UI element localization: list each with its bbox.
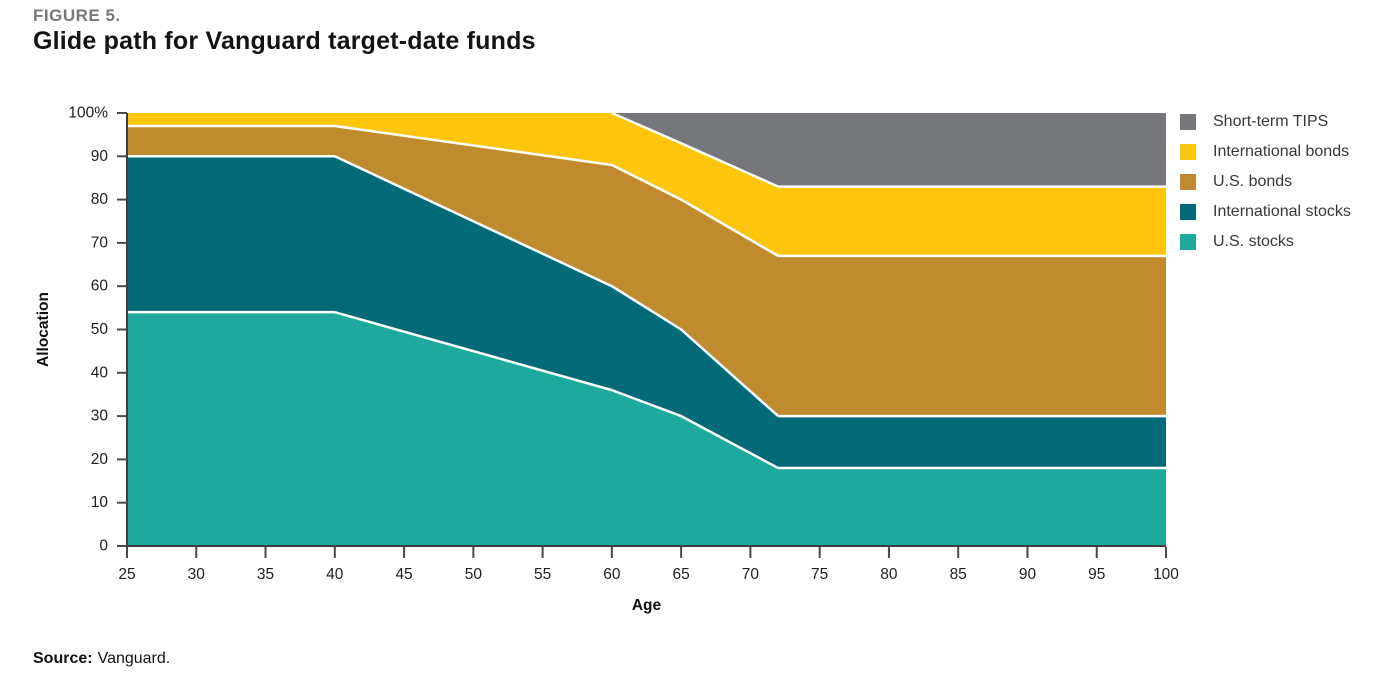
separator-line [127,124,1166,258]
source-label: Source: [33,650,93,667]
x-tick-label: 90 [1019,566,1037,583]
legend-item-us-bonds: U.S. bonds [1180,173,1351,190]
legend-label: U.S. stocks [1213,233,1294,250]
y-tick-label: 10 [91,494,109,511]
x-tick-label: 100 [1153,566,1179,583]
stacked-areas [127,113,1166,546]
source-note: Source: Vanguard. [33,650,170,668]
legend-label: U.S. bonds [1213,173,1293,190]
legend-label: Short-term TIPS [1213,113,1329,130]
chart-legend: Short-term TIPS International bonds U.S.… [1180,113,1351,264]
y-tick-label: 30 [91,408,109,425]
short-term-tips-swatch [1180,114,1196,130]
band-separators [127,112,1166,470]
separator-line [127,155,1166,418]
y-tick-label: 40 [91,364,109,381]
y-tick-label: 100% [68,105,108,122]
x-tick-label: 75 [811,566,828,583]
us-stocks-swatch [1180,234,1196,250]
x-tick-label: 30 [188,566,206,583]
x-tick-label: 80 [880,566,898,583]
x-tick-label: 50 [465,566,483,583]
international-stocks-swatch [1180,204,1196,220]
x-tick-label: 40 [326,566,344,583]
x-tick-label: 25 [118,566,135,583]
y-axis-title: Allocation [35,292,52,367]
y-tick-label: 60 [91,278,109,295]
area-u-s-bonds [127,125,1166,417]
glide-path-area-chart: 0 10 20 30 40 50 60 70 80 90 100% 25 30 35 40 45 50 55 60 6… [35,105,1179,615]
legend-label: International stocks [1213,203,1351,220]
x-ticks: 25 30 35 40 45 50 55 60 65 70 75 80 85 90 95 100 [118,547,1179,583]
legend-item-us-stocks: U.S. stocks [1180,233,1351,250]
page-title: Glide path for Vanguard target-date fund… [33,27,536,55]
legend-label: International bonds [1213,143,1350,160]
separator-line [127,310,1166,470]
legend-item-international-bonds: International bonds [1180,143,1351,160]
y-tick-label: 50 [91,321,109,338]
international-bonds-swatch [1180,144,1196,160]
y-tick-label: 20 [91,451,109,468]
source-text: Vanguard. [97,650,171,667]
x-tick-label: 85 [950,566,967,583]
y-tick-label: 0 [99,538,108,555]
x-tick-label: 65 [673,566,690,583]
x-tick-label: 55 [534,566,551,583]
area-international-stocks [127,156,1166,469]
x-axis-title: Age [632,597,662,614]
x-tick-label: 60 [603,566,621,583]
y-tick-label: 80 [91,191,109,208]
figure-label: FIGURE 5. [33,6,121,25]
separator-line [611,112,1166,188]
y-tick-label: 90 [91,148,109,165]
x-tick-label: 95 [1088,566,1105,583]
area-u-s-stocks [127,312,1166,546]
legend-item-international-stocks: International stocks [1180,203,1351,220]
y-ticks: 0 10 20 30 40 50 60 70 80 90 100% [68,105,127,555]
x-tick-label: 70 [742,566,760,583]
y-tick-label: 70 [91,234,109,251]
area-short-term-tips [127,113,1166,187]
x-tick-label: 45 [395,566,412,583]
legend-item-short-term-tips: Short-term TIPS [1180,113,1351,130]
area-international-bonds [127,113,1166,256]
us-bonds-swatch [1180,174,1196,190]
x-tick-label: 35 [257,566,274,583]
